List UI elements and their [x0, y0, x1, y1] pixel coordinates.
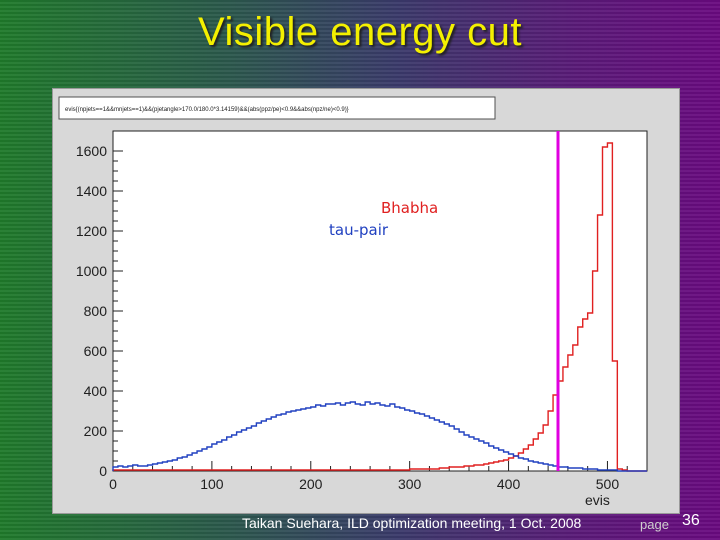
series-layer: [112, 142, 647, 472]
x-tick-label: 0: [109, 476, 117, 492]
series-tau-pair: [112, 401, 647, 472]
y-tick-label: 0: [99, 463, 107, 479]
footer-credit: Taikan Suehara, ILD optimization meeting…: [242, 515, 582, 531]
page-label: page: [640, 517, 669, 532]
y-tick-label: 1600: [76, 143, 107, 159]
y-tick-label: 1000: [76, 263, 107, 279]
x-tick-label: 500: [596, 476, 620, 492]
x-axis-label: evis: [585, 492, 610, 508]
legend-label-tau-pair: tau-pair: [329, 221, 389, 239]
histogram-plot: evis{(npjets==1&&mnjets==1)&&(pjetangle>…: [58, 96, 648, 508]
slide-title: Visible energy cut: [198, 10, 522, 54]
y-tick-label: 1200: [76, 223, 107, 239]
y-tick-label: 600: [84, 343, 108, 359]
axes-layer: 0 200 400 600 800 1000 1200 1400 1600 0 100 200 300 4…: [76, 143, 628, 492]
series-bhabha: [112, 142, 647, 472]
x-tick-label: 100: [200, 476, 224, 492]
plot-title-box: [58, 96, 496, 120]
y-tick-label: 400: [84, 383, 108, 399]
x-tick-label: 300: [398, 476, 422, 492]
plot-panel: evis{(npjets==1&&mnjets==1)&&(pjetangle>…: [52, 88, 680, 514]
plot-frame: [112, 130, 648, 472]
histogram-line: [112, 401, 647, 472]
plot-title: evis{(npjets==1&&mnjets==1)&&(pjetangle>…: [65, 107, 349, 113]
x-tick-label: 200: [299, 476, 323, 492]
histogram-line: [112, 142, 647, 472]
y-tick-label: 1400: [76, 183, 107, 199]
legend-label-bhabha: Bhabha: [381, 199, 438, 217]
x-tick-label: 400: [497, 476, 521, 492]
y-tick-label: 200: [84, 423, 108, 439]
page-number: 36: [682, 512, 700, 529]
y-tick-label: 800: [84, 303, 108, 319]
